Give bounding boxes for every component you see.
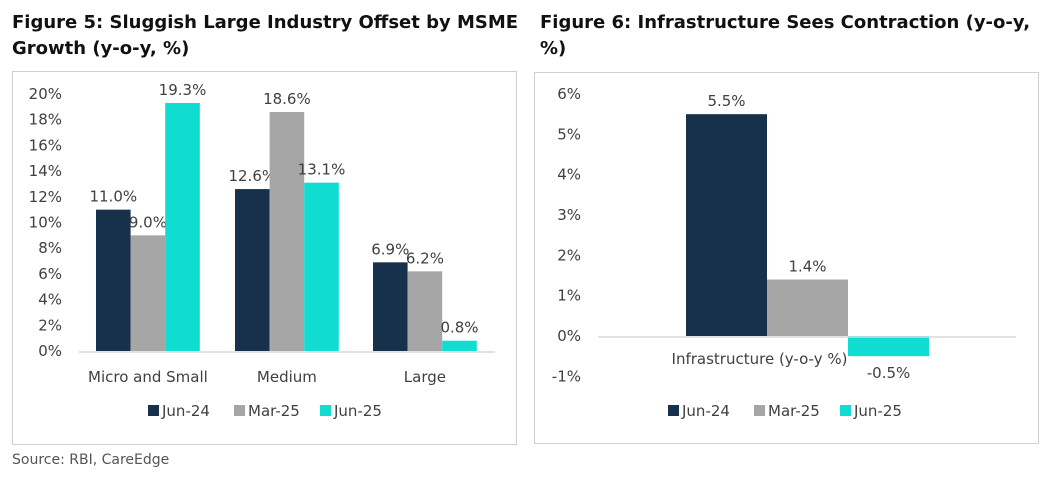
bar-mar-25: [269, 111, 305, 352]
bar-jun-24: [686, 114, 767, 337]
bar-jun-24: [235, 189, 270, 351]
data-label: 5.5%: [707, 92, 745, 110]
bar-jun-24: [96, 209, 131, 351]
y-tick-label: 6%: [557, 85, 581, 103]
figure5-title: Figure 5: Sluggish Large Industry Offset…: [12, 12, 519, 59]
y-tick-label: 3%: [557, 206, 581, 224]
bar-mar-25: [407, 271, 443, 351]
y-tick-label: 1%: [557, 287, 581, 305]
bar-jun-25: [304, 182, 339, 351]
y-tick-label: 8%: [38, 239, 62, 257]
y-tick-label: 16%: [29, 136, 62, 154]
bar-jun-25: [442, 340, 477, 351]
bar-jun-24: [373, 262, 408, 351]
y-tick-label: 6%: [38, 265, 62, 283]
bar-mar-25: [767, 279, 848, 336]
y-tick-label: 12%: [29, 188, 62, 206]
category-label: Micro and Small: [88, 368, 208, 386]
legend-label: Jun-25: [853, 402, 902, 420]
category-label: Large: [404, 368, 446, 386]
data-label: 11.0%: [89, 188, 137, 206]
y-tick-label: 4%: [557, 166, 581, 184]
legend-label: Mar-25: [768, 402, 820, 420]
legend-swatch-jun-25: [320, 405, 331, 416]
legend-swatch-jun-25: [840, 405, 851, 416]
data-label: 18.6%: [263, 90, 311, 108]
legend-label: Jun-24: [161, 402, 210, 420]
figure5-chart-frame: [12, 71, 517, 445]
bar-jun-25: [848, 336, 929, 357]
data-label: -0.5%: [867, 364, 911, 382]
legend-label: Jun-25: [333, 402, 382, 420]
legend-label: Mar-25: [248, 402, 300, 420]
y-tick-label: 10%: [29, 214, 62, 232]
y-tick-label: 18%: [29, 111, 62, 129]
y-tick-label: 2%: [38, 316, 62, 334]
data-label: 6.9%: [371, 240, 409, 258]
data-label: 0.8%: [440, 319, 478, 337]
bar-jun-25: [165, 102, 200, 352]
data-label: 9.0%: [129, 213, 167, 231]
y-tick-label: 5%: [557, 125, 581, 143]
y-tick-label: 2%: [557, 246, 581, 264]
y-tick-label: 14%: [29, 162, 62, 180]
y-tick-label: 0%: [38, 342, 62, 360]
y-tick-label: -1%: [552, 367, 581, 385]
data-label: 12.6%: [228, 167, 276, 185]
category-label: Infrastructure (y-o-y %): [672, 350, 848, 368]
source-note: Source: RBI, CareEdge: [12, 452, 170, 468]
figure6-title: Figure 6: Infrastructure Sees Contractio…: [540, 12, 1031, 59]
y-tick-label: 4%: [38, 291, 62, 309]
y-tick-label: 0%: [557, 327, 581, 345]
data-label: 13.1%: [298, 161, 346, 179]
legend-swatch-mar-25: [754, 405, 765, 416]
legend-label: Jun-24: [681, 402, 730, 420]
y-tick-label: 20%: [29, 85, 62, 103]
legend-swatch-mar-25: [234, 405, 245, 416]
bar-mar-25: [130, 235, 166, 351]
data-label: 6.2%: [406, 249, 444, 267]
data-label: 19.3%: [159, 81, 207, 99]
data-label: 1.4%: [788, 258, 826, 276]
legend-swatch-jun-24: [668, 405, 679, 416]
category-label: Medium: [257, 368, 317, 386]
figure6-chart-frame: [534, 72, 1039, 444]
legend-swatch-jun-24: [148, 405, 159, 416]
